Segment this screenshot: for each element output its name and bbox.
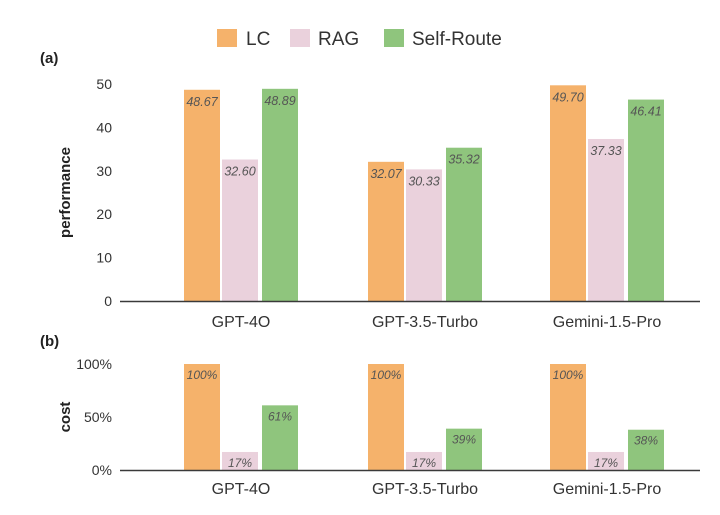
panel-b-ytick-0: 0% — [92, 462, 112, 478]
panel-a-value-label-1-2: 32.07 — [370, 167, 402, 181]
panel-a-category-1: GPT-4O — [212, 314, 271, 331]
panel-a-ytick-5: 50 — [96, 76, 112, 92]
panel-b-bar-1-3 — [550, 364, 586, 470]
panel-b-value-label-2-1: 17% — [228, 456, 252, 470]
panel-a-value-label-3-1: 48.89 — [264, 94, 295, 108]
panel-b-value-label-2-3: 17% — [594, 456, 618, 470]
panel-a-value-label-1-3: 49.70 — [552, 90, 583, 104]
panel-a-bar-2-1 — [222, 159, 258, 301]
legend-label-2: RAG — [318, 29, 359, 50]
panel-a-ytick-2: 20 — [96, 206, 112, 222]
panel-a-ytick-3: 30 — [96, 163, 112, 179]
panel-a-ytick-1: 10 — [96, 250, 112, 266]
panel-b-value-label-3-2: 39% — [452, 433, 476, 447]
panel-a-value-label-1-1: 48.67 — [186, 95, 218, 109]
panel-b-category-3: Gemini-1.5-Pro — [553, 481, 662, 498]
panel-a-bar-1-1 — [184, 89, 220, 301]
panel-b-label: (b) — [40, 333, 59, 350]
panel-a-bar-2-2 — [406, 169, 442, 301]
panel-a-value-label-2-1: 32.60 — [224, 165, 255, 179]
panel-a-bar-1-2 — [368, 161, 404, 301]
panel-b-bar-1-1 — [184, 364, 220, 470]
panel-b-value-label-3-3: 38% — [634, 434, 658, 448]
panel-a-value-label-2-3: 37.33 — [590, 144, 621, 158]
panel-a-bar-3-1 — [262, 88, 298, 301]
panel-b-ytick-2: 100% — [76, 356, 112, 372]
panel-a-value-label-3-2: 35.32 — [448, 153, 479, 167]
panel-b-bar-2-1 — [222, 451, 258, 470]
legend-swatch-2 — [290, 29, 310, 47]
panel-b-bar-3-1 — [262, 405, 298, 470]
panel-a-value-label-3-3: 46.41 — [630, 105, 661, 119]
panel-b-value-label-1-3: 100% — [553, 368, 584, 382]
panel-a-category-3: Gemini-1.5-Pro — [553, 314, 662, 331]
panel-b-ylabel: cost — [57, 402, 74, 433]
panel-a-bar-3-3 — [628, 99, 664, 301]
panel-b-bar-2-2 — [406, 451, 442, 470]
panel-b-value-label-3-1: 61% — [268, 409, 292, 423]
legend-label-3: Self-Route — [412, 29, 502, 50]
legend-swatch-1 — [217, 29, 237, 47]
panel-a-label: (a) — [40, 50, 58, 67]
panel-b-category-2: GPT-3.5-Turbo — [372, 481, 478, 498]
panel-b-bar-3-3 — [628, 429, 664, 470]
legend-label-1: LC — [246, 29, 270, 50]
panel-a-bar-3-2 — [446, 147, 482, 301]
panel-b-bar-3-2 — [446, 428, 482, 470]
legend-swatch-3 — [384, 29, 404, 47]
panel-a-value-label-2-2: 30.33 — [408, 174, 439, 188]
panel-b-ytick-1: 50% — [84, 409, 112, 425]
panel-a-ytick-0: 0 — [104, 293, 112, 309]
panel-b-bar-2-3 — [588, 451, 624, 470]
panel-b-value-label-2-2: 17% — [412, 456, 436, 470]
panel-a-bar-2-3 — [588, 138, 624, 301]
panel-b-value-label-1-1: 100% — [187, 368, 218, 382]
panel-a-ytick-4: 40 — [96, 119, 112, 135]
panel-a-bar-1-3 — [550, 85, 586, 301]
panel-a-category-2: GPT-3.5-Turbo — [372, 314, 478, 331]
panel-b-category-1: GPT-4O — [212, 481, 271, 498]
panel-b-bar-1-2 — [368, 364, 404, 470]
panel-b-value-label-1-2: 100% — [371, 368, 402, 382]
panel-a-ylabel: performance — [57, 147, 74, 238]
